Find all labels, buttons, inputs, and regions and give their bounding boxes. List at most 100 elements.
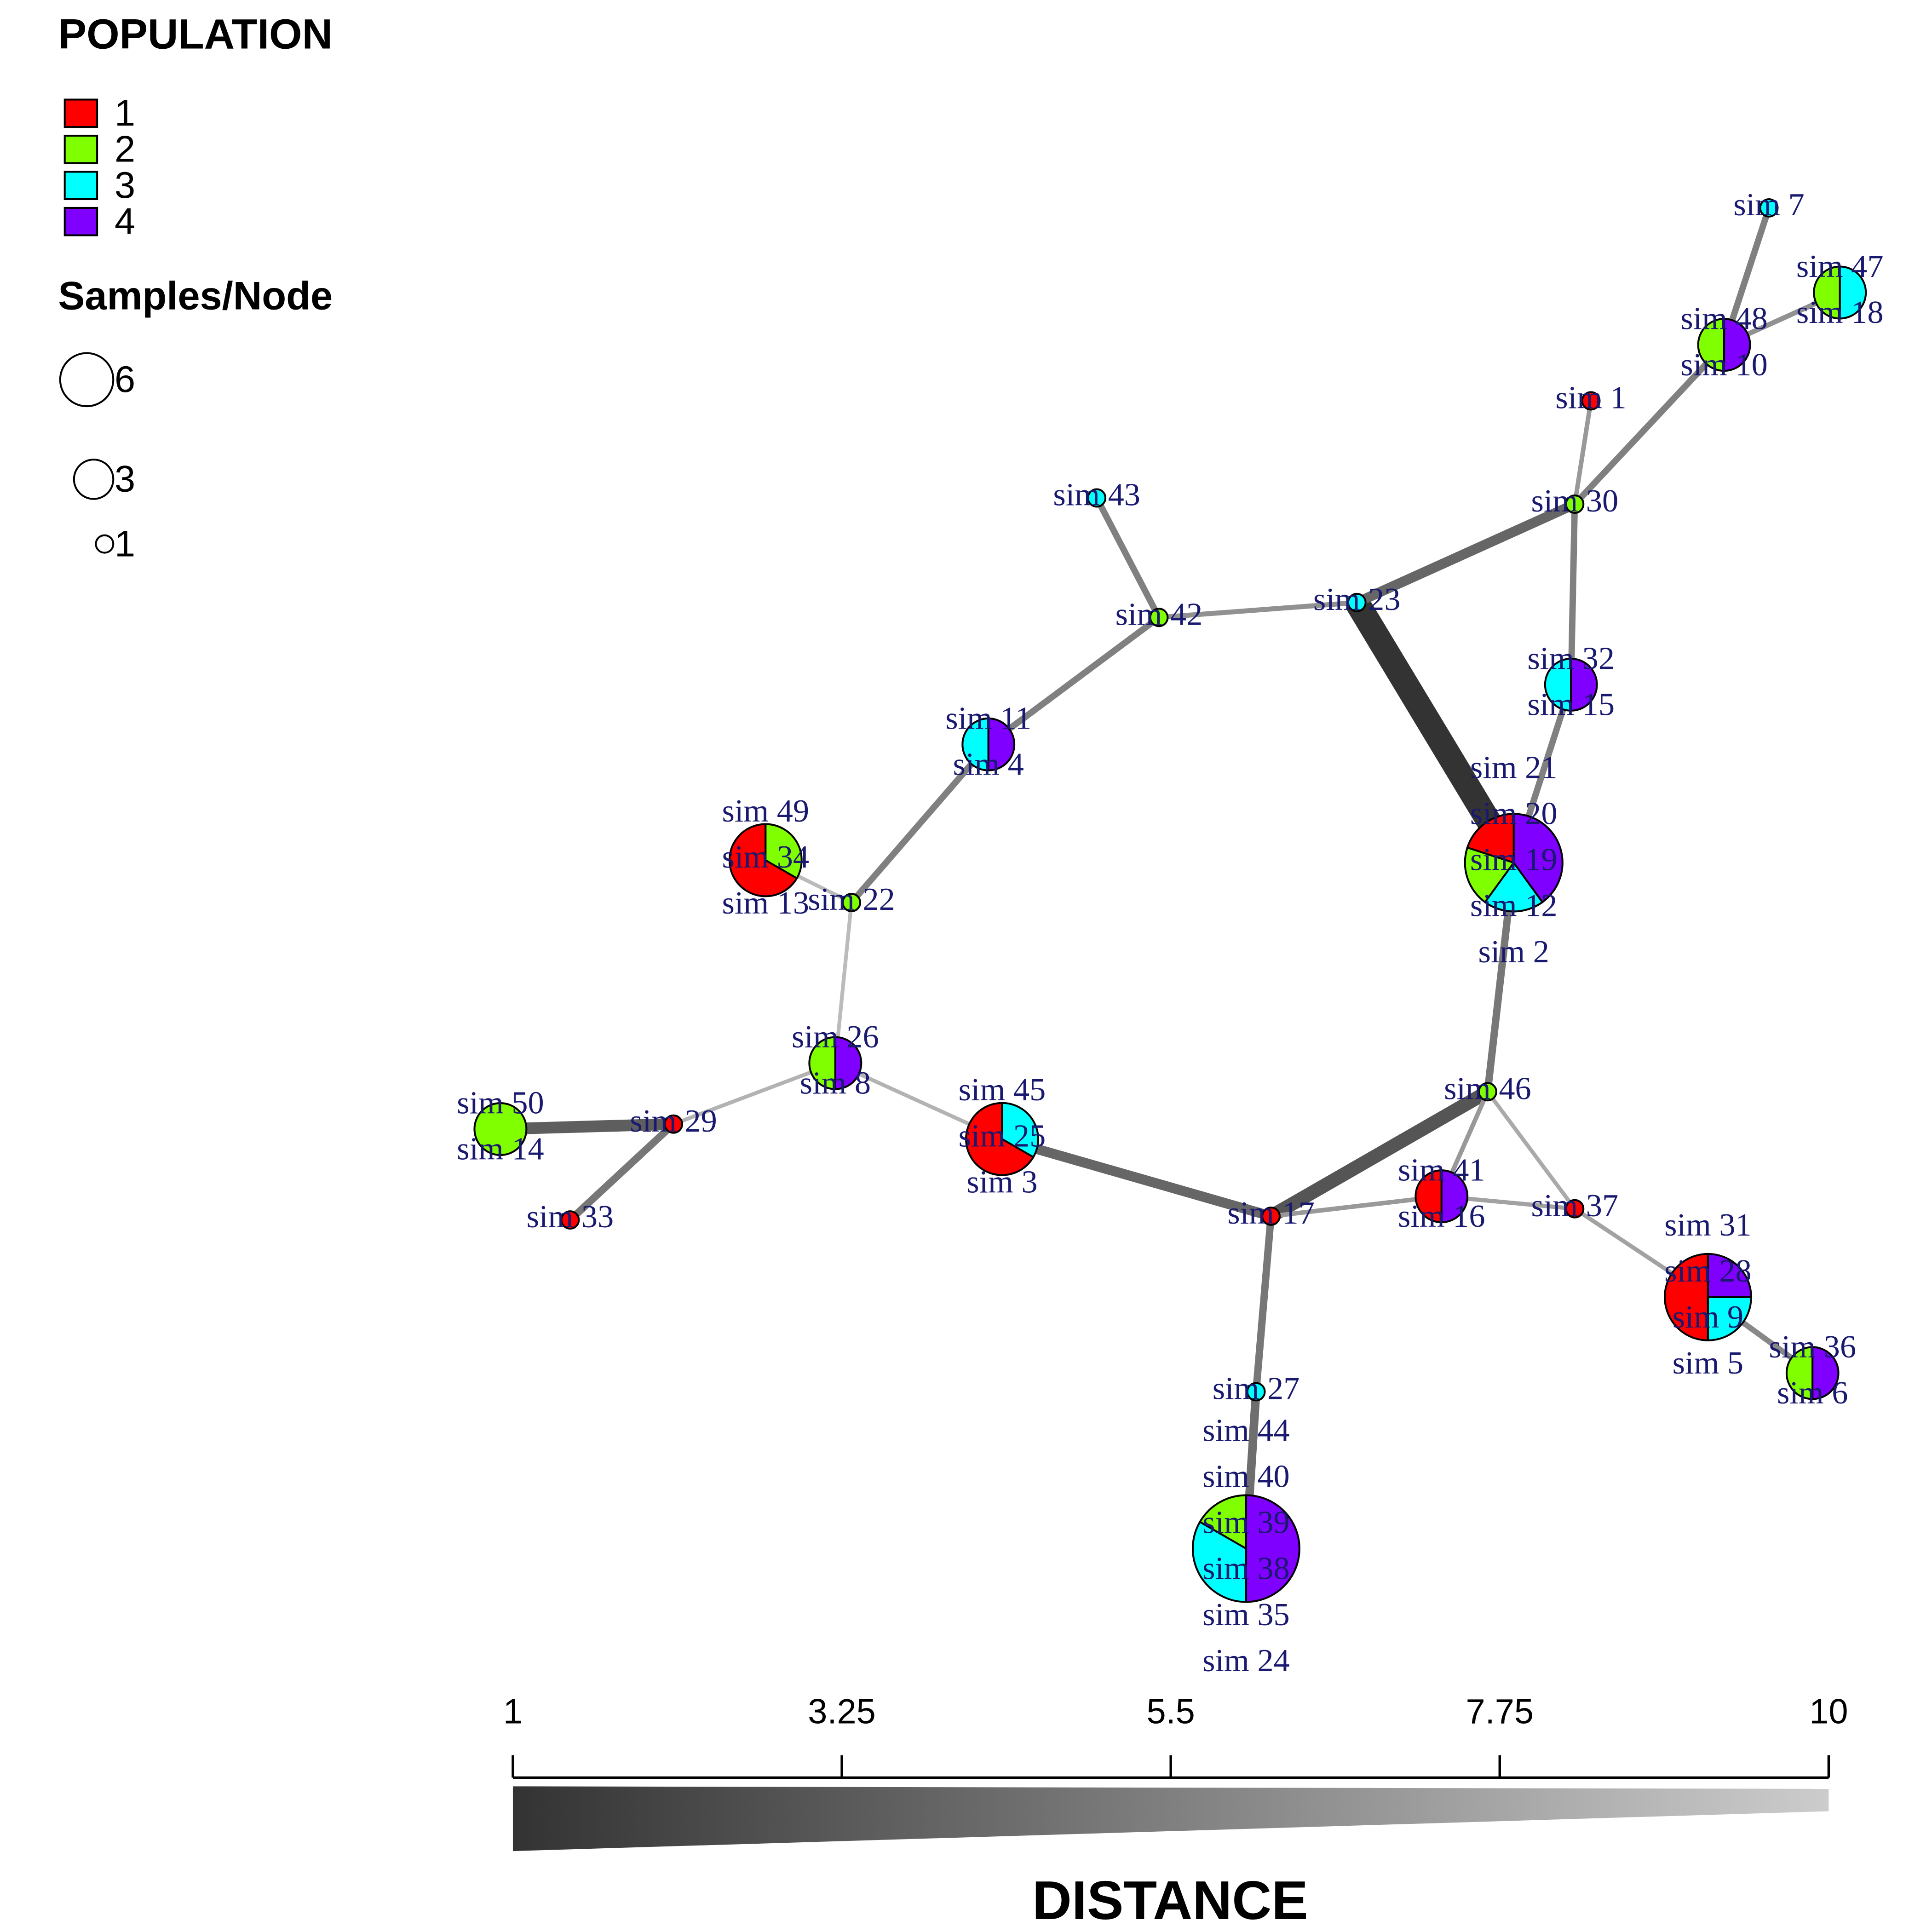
sample-label: sim 15	[1527, 687, 1615, 723]
pie-slice	[1723, 318, 1751, 372]
sample-label: sim 43	[1053, 477, 1140, 513]
sample-label: sim 47	[1796, 248, 1884, 284]
sample-label: sim 23	[1313, 581, 1401, 617]
edge	[500, 1118, 674, 1135]
sample-label: sim 31	[1664, 1207, 1752, 1243]
sample-label: sim 36	[1769, 1329, 1856, 1365]
sample-label: sim 17	[1227, 1195, 1315, 1231]
legend-swatch	[63, 134, 98, 164]
pie-slice	[1087, 488, 1107, 508]
edge	[1572, 342, 1727, 506]
edge	[1000, 1134, 1273, 1221]
size-legend-label: 6	[115, 359, 135, 400]
sample-label: sim 49	[722, 793, 809, 829]
sample-label: sim 45	[959, 1072, 1046, 1108]
sample-label: sim 14	[457, 1131, 544, 1167]
pie-slice	[1261, 1206, 1281, 1226]
pie-slice	[664, 1114, 684, 1134]
scale-tick-label: 3.25	[808, 1692, 875, 1731]
edge	[673, 1061, 836, 1126]
sample-label: sim 29	[630, 1103, 717, 1139]
pie-slice	[1759, 198, 1779, 218]
edge	[1355, 500, 1577, 607]
pie-slice	[1464, 846, 1516, 904]
sample-label: sim 44	[1202, 1412, 1290, 1448]
legend-swatch	[63, 171, 98, 201]
size-legend-title: Samples/Node	[58, 274, 333, 318]
pie-slice	[1484, 861, 1544, 913]
pie-slice	[728, 823, 798, 897]
pie-slice	[1198, 1494, 1247, 1551]
sample-label: sim 10	[1680, 347, 1768, 383]
size-legend-label: 1	[115, 523, 135, 564]
sample-label: sim 41	[1398, 1152, 1485, 1188]
legend-label: 2	[115, 129, 135, 170]
sample-label: sim 33	[527, 1199, 614, 1235]
sample-label: sim 12	[1470, 888, 1558, 924]
sample-label: sim 21	[1470, 749, 1558, 785]
size-legend-circle	[73, 459, 115, 500]
size-legend-circle	[95, 534, 115, 554]
pie-slice	[1707, 1253, 1752, 1298]
pie-slice	[1347, 592, 1367, 612]
pie-slice	[1811, 1346, 1839, 1400]
distance-gradient	[512, 1786, 1829, 1852]
pie-slice	[1440, 1169, 1469, 1224]
size-legend-circle	[59, 352, 115, 408]
pie-slice	[961, 717, 989, 771]
pie-slice	[1544, 657, 1572, 712]
sample-label: sim 40	[1202, 1458, 1290, 1494]
size-legend-label: 3	[115, 459, 135, 500]
legend-label: 3	[115, 165, 135, 206]
sample-label: sim 27	[1213, 1371, 1300, 1407]
sample-label: sim 6	[1777, 1375, 1848, 1411]
pie-slice	[1565, 494, 1585, 514]
sample-label: sim 28	[1664, 1253, 1752, 1289]
edge	[1252, 1216, 1275, 1392]
legend-title: POPULATION	[58, 11, 333, 58]
pie-slice	[842, 893, 862, 912]
pie-slice	[987, 717, 1016, 771]
legend-swatch	[63, 207, 98, 236]
pie-slice	[965, 1102, 1035, 1176]
scale-tick-label: 5.5	[1147, 1692, 1195, 1731]
sample-label: sim 11	[945, 700, 1031, 736]
edge	[1572, 400, 1593, 505]
sample-label: sim 37	[1531, 1188, 1619, 1224]
labels: sim 7 sim 47 sim 18 sim 48 sim 10 sim 1 sim 30…	[457, 187, 1883, 1679]
pie-slice	[1707, 1296, 1752, 1341]
pie-slice	[1565, 1199, 1585, 1219]
scale-tick-label: 7.75	[1466, 1692, 1534, 1731]
scale-tick-label: 1	[503, 1692, 523, 1731]
nodes	[473, 198, 1867, 1603]
sample-label: sim 32	[1527, 640, 1615, 676]
sample-label: sim 19	[1470, 842, 1558, 878]
edge	[1346, 596, 1524, 869]
sample-label: sim 5	[1673, 1345, 1743, 1381]
distance-scale: DISTANCE 1 3.25 5.5 7.75 10	[503, 1692, 1848, 1931]
pie-slice	[1512, 813, 1564, 904]
edges	[500, 207, 1841, 1549]
pie-slice	[1697, 318, 1725, 372]
pie-slice	[1191, 1520, 1247, 1603]
pie-slice	[1570, 657, 1598, 712]
edge	[849, 742, 991, 905]
sample-label: sim 9	[1673, 1299, 1743, 1335]
scale-tick-label: 10	[1809, 1692, 1848, 1731]
sample-label: sim 3	[966, 1164, 1037, 1200]
pie-slice	[1149, 608, 1169, 627]
edge	[986, 615, 1161, 747]
pie-slice	[1478, 1082, 1497, 1102]
edge	[1159, 600, 1357, 620]
pie-slice	[1839, 265, 1867, 320]
pie-slice	[1581, 391, 1601, 411]
sample-label: sim 20	[1470, 795, 1558, 831]
pie-slice	[1414, 1169, 1443, 1224]
edge	[1267, 1086, 1491, 1222]
scale-title: DISTANCE	[1032, 1870, 1308, 1931]
sample-label: sim 42	[1116, 596, 1203, 632]
pie-slice	[1786, 1346, 1814, 1400]
legend-swatch	[63, 98, 98, 128]
